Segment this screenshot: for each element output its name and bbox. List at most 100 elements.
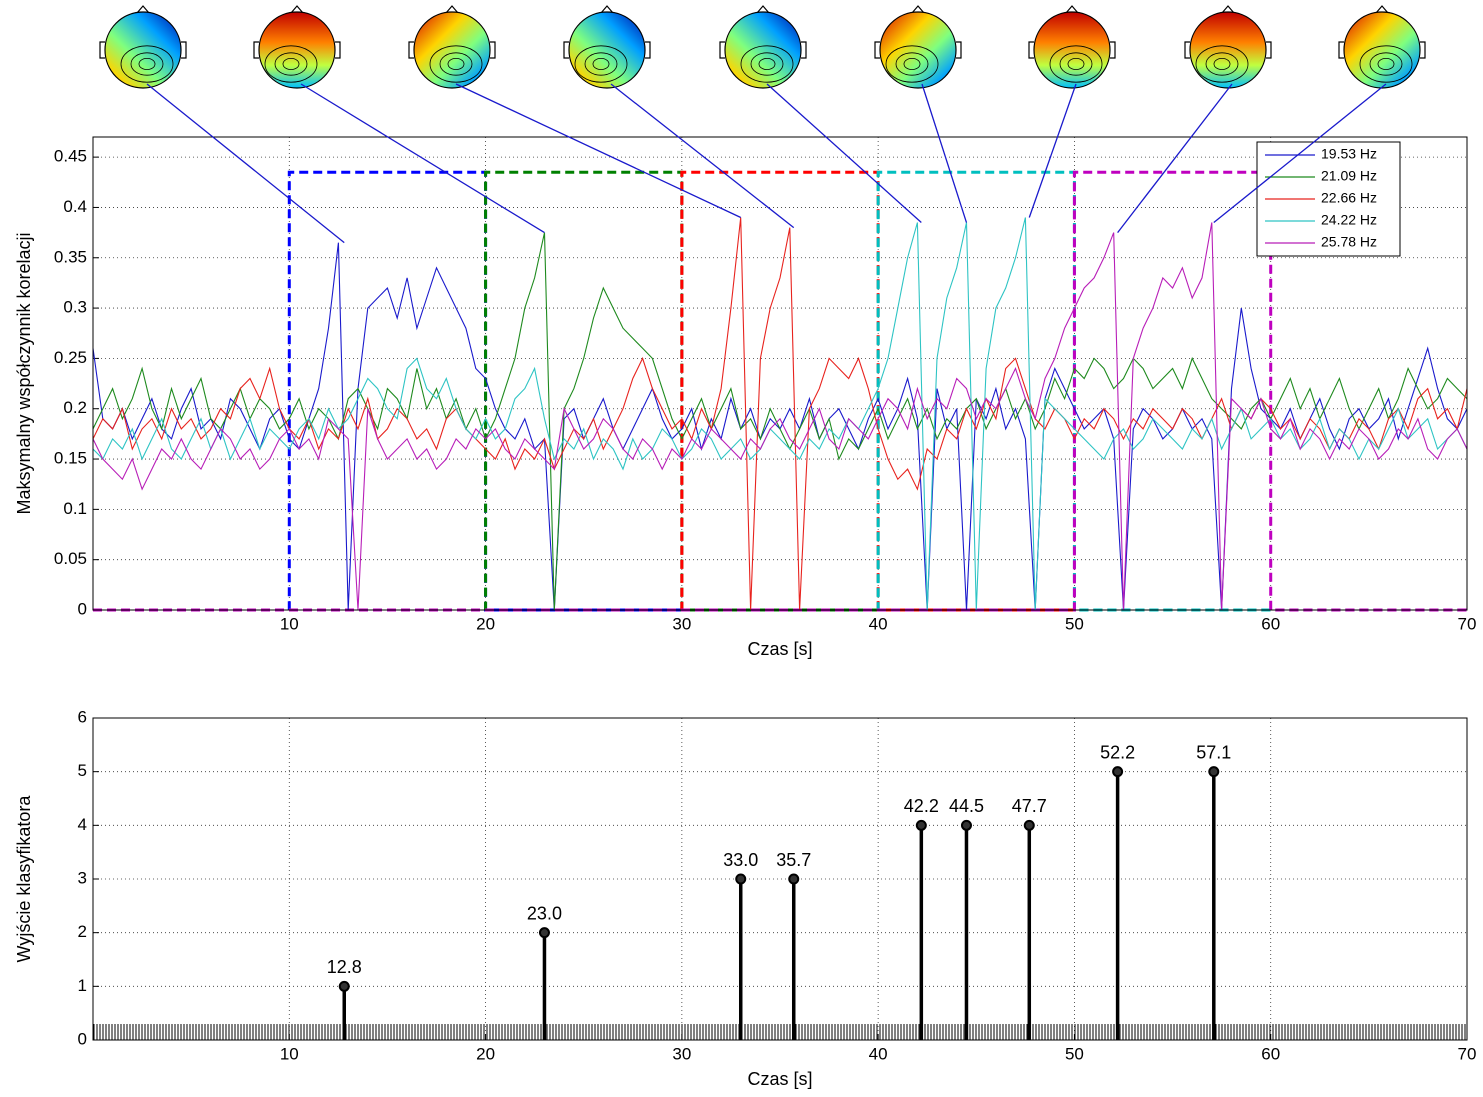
topomap-nose <box>1065 5 1079 14</box>
topomap-nose <box>1221 5 1235 14</box>
y-axis-label: Maksymalny współczynnik korelacji <box>14 232 34 514</box>
topomap-connector <box>1028 83 1077 218</box>
legend-label: 25.78 Hz <box>1321 234 1377 250</box>
topomaps <box>99 5 1426 89</box>
plot-area <box>93 718 1467 1040</box>
legend-label: 21.09 Hz <box>1321 168 1377 184</box>
topomap-head <box>1189 11 1267 89</box>
topomap-nose <box>445 5 459 14</box>
topomap-contour <box>1195 45 1249 83</box>
topomap-connector <box>921 83 968 223</box>
x-tick-label: 10 <box>280 1044 299 1063</box>
stem-marker <box>338 980 350 992</box>
x-tick-label: 70 <box>1458 614 1477 633</box>
point-label: 33.0 <box>723 850 758 870</box>
topomap-nose <box>1375 5 1389 14</box>
point-label: 23.0 <box>527 903 562 923</box>
topomap-nose <box>290 5 304 14</box>
topomap-nose <box>600 5 614 14</box>
topomap-contour <box>429 45 483 83</box>
topomap-ear <box>1184 41 1272 59</box>
topomap-contour <box>1213 58 1231 71</box>
topomap-nose <box>756 5 770 14</box>
topomap <box>563 5 651 89</box>
x-tick-label: 20 <box>476 614 495 633</box>
y-tick-label: 0.4 <box>63 197 87 216</box>
x-tick-label: 70 <box>1458 1044 1477 1063</box>
y-tick-label: 0.05 <box>54 549 87 568</box>
topomap-connector <box>455 83 742 219</box>
plot-area <box>93 137 1467 610</box>
topomap-contour <box>1205 52 1239 76</box>
chart: 0 1 2 3 4 5 6 10 20 30 40 50 60 70 Czas [s] Wyjście kla… <box>14 707 1477 1088</box>
y-tick-label: 1 <box>78 976 87 995</box>
topomap-contour <box>903 58 921 71</box>
x-tick-label: 60 <box>1261 614 1280 633</box>
stem-marker <box>915 819 927 831</box>
y-tick-label: 0.2 <box>63 398 87 417</box>
topomap-contour <box>758 58 776 71</box>
topomap-contour <box>885 45 939 83</box>
y-tick-label: 0 <box>78 599 87 618</box>
topomap-head <box>724 11 802 89</box>
x-tick-label: 60 <box>1261 1044 1280 1063</box>
topomap-ear <box>1338 41 1426 59</box>
topomap-head <box>1033 11 1111 89</box>
topomap-contour <box>574 45 628 83</box>
point-label: 35.7 <box>776 850 811 870</box>
topomap <box>1184 5 1272 89</box>
x-tick-label: 40 <box>869 614 888 633</box>
topomap-contour <box>592 58 610 71</box>
topomap-ear <box>253 41 341 59</box>
x-tick-label: 50 <box>1065 1044 1084 1063</box>
topomap-contour <box>439 52 473 76</box>
topomap-contour <box>740 45 794 83</box>
topomap-contour <box>138 58 156 71</box>
legend-label: 24.22 Hz <box>1321 212 1377 228</box>
topomap-contour <box>1067 58 1085 71</box>
x-tick-label: 20 <box>476 1044 495 1063</box>
topomap-contour <box>1369 52 1403 76</box>
x-tick-label: 40 <box>869 1044 888 1063</box>
topomap-head <box>568 11 646 89</box>
legend: 19.53 Hz 21.09 Hz 22.66 Hz 24.22 Hz 25.78 Hz <box>1256 141 1401 257</box>
topomap <box>1028 5 1116 89</box>
series-line <box>92 217 1468 611</box>
topomap-contour <box>447 58 465 71</box>
topomap-contour <box>895 52 929 76</box>
topomap-contour <box>584 52 618 76</box>
y-tick-label: 4 <box>78 815 87 834</box>
topomap-nose <box>136 5 150 14</box>
point-label: 12.8 <box>327 957 362 977</box>
topomap <box>99 5 187 89</box>
y-axis-label: Wyjście klasyfikatora <box>14 795 34 963</box>
topomap <box>1338 5 1426 89</box>
topomap-contour <box>120 45 174 83</box>
y-tick-label: 6 <box>78 707 87 726</box>
x-tick-label: 30 <box>672 614 691 633</box>
topomap-contour <box>130 52 164 76</box>
legend-label: 19.53 Hz <box>1321 146 1377 162</box>
topomap-head <box>879 11 957 89</box>
series-line <box>92 232 1468 611</box>
y-tick-label: 3 <box>78 868 87 887</box>
x-tick-label: 30 <box>672 1044 691 1063</box>
topomap-contour <box>274 52 308 76</box>
x-tick-label: 50 <box>1065 614 1084 633</box>
y-tick-label: 5 <box>78 761 87 780</box>
topomap-head <box>1343 11 1421 89</box>
topomap-ear <box>563 41 651 59</box>
topomap-contour <box>1377 58 1395 71</box>
topomap-connector <box>766 83 922 224</box>
point-label: 57.1 <box>1196 742 1231 762</box>
stem-marker <box>788 873 800 885</box>
axes-box <box>92 717 1468 1041</box>
point-label: 42.2 <box>904 796 939 816</box>
topomap-ear <box>99 41 187 59</box>
y-tick-label: 0.35 <box>54 247 87 266</box>
stem-marker <box>735 873 747 885</box>
topomap <box>408 5 496 89</box>
topomap-connector <box>146 83 345 244</box>
series-line <box>92 222 1468 611</box>
